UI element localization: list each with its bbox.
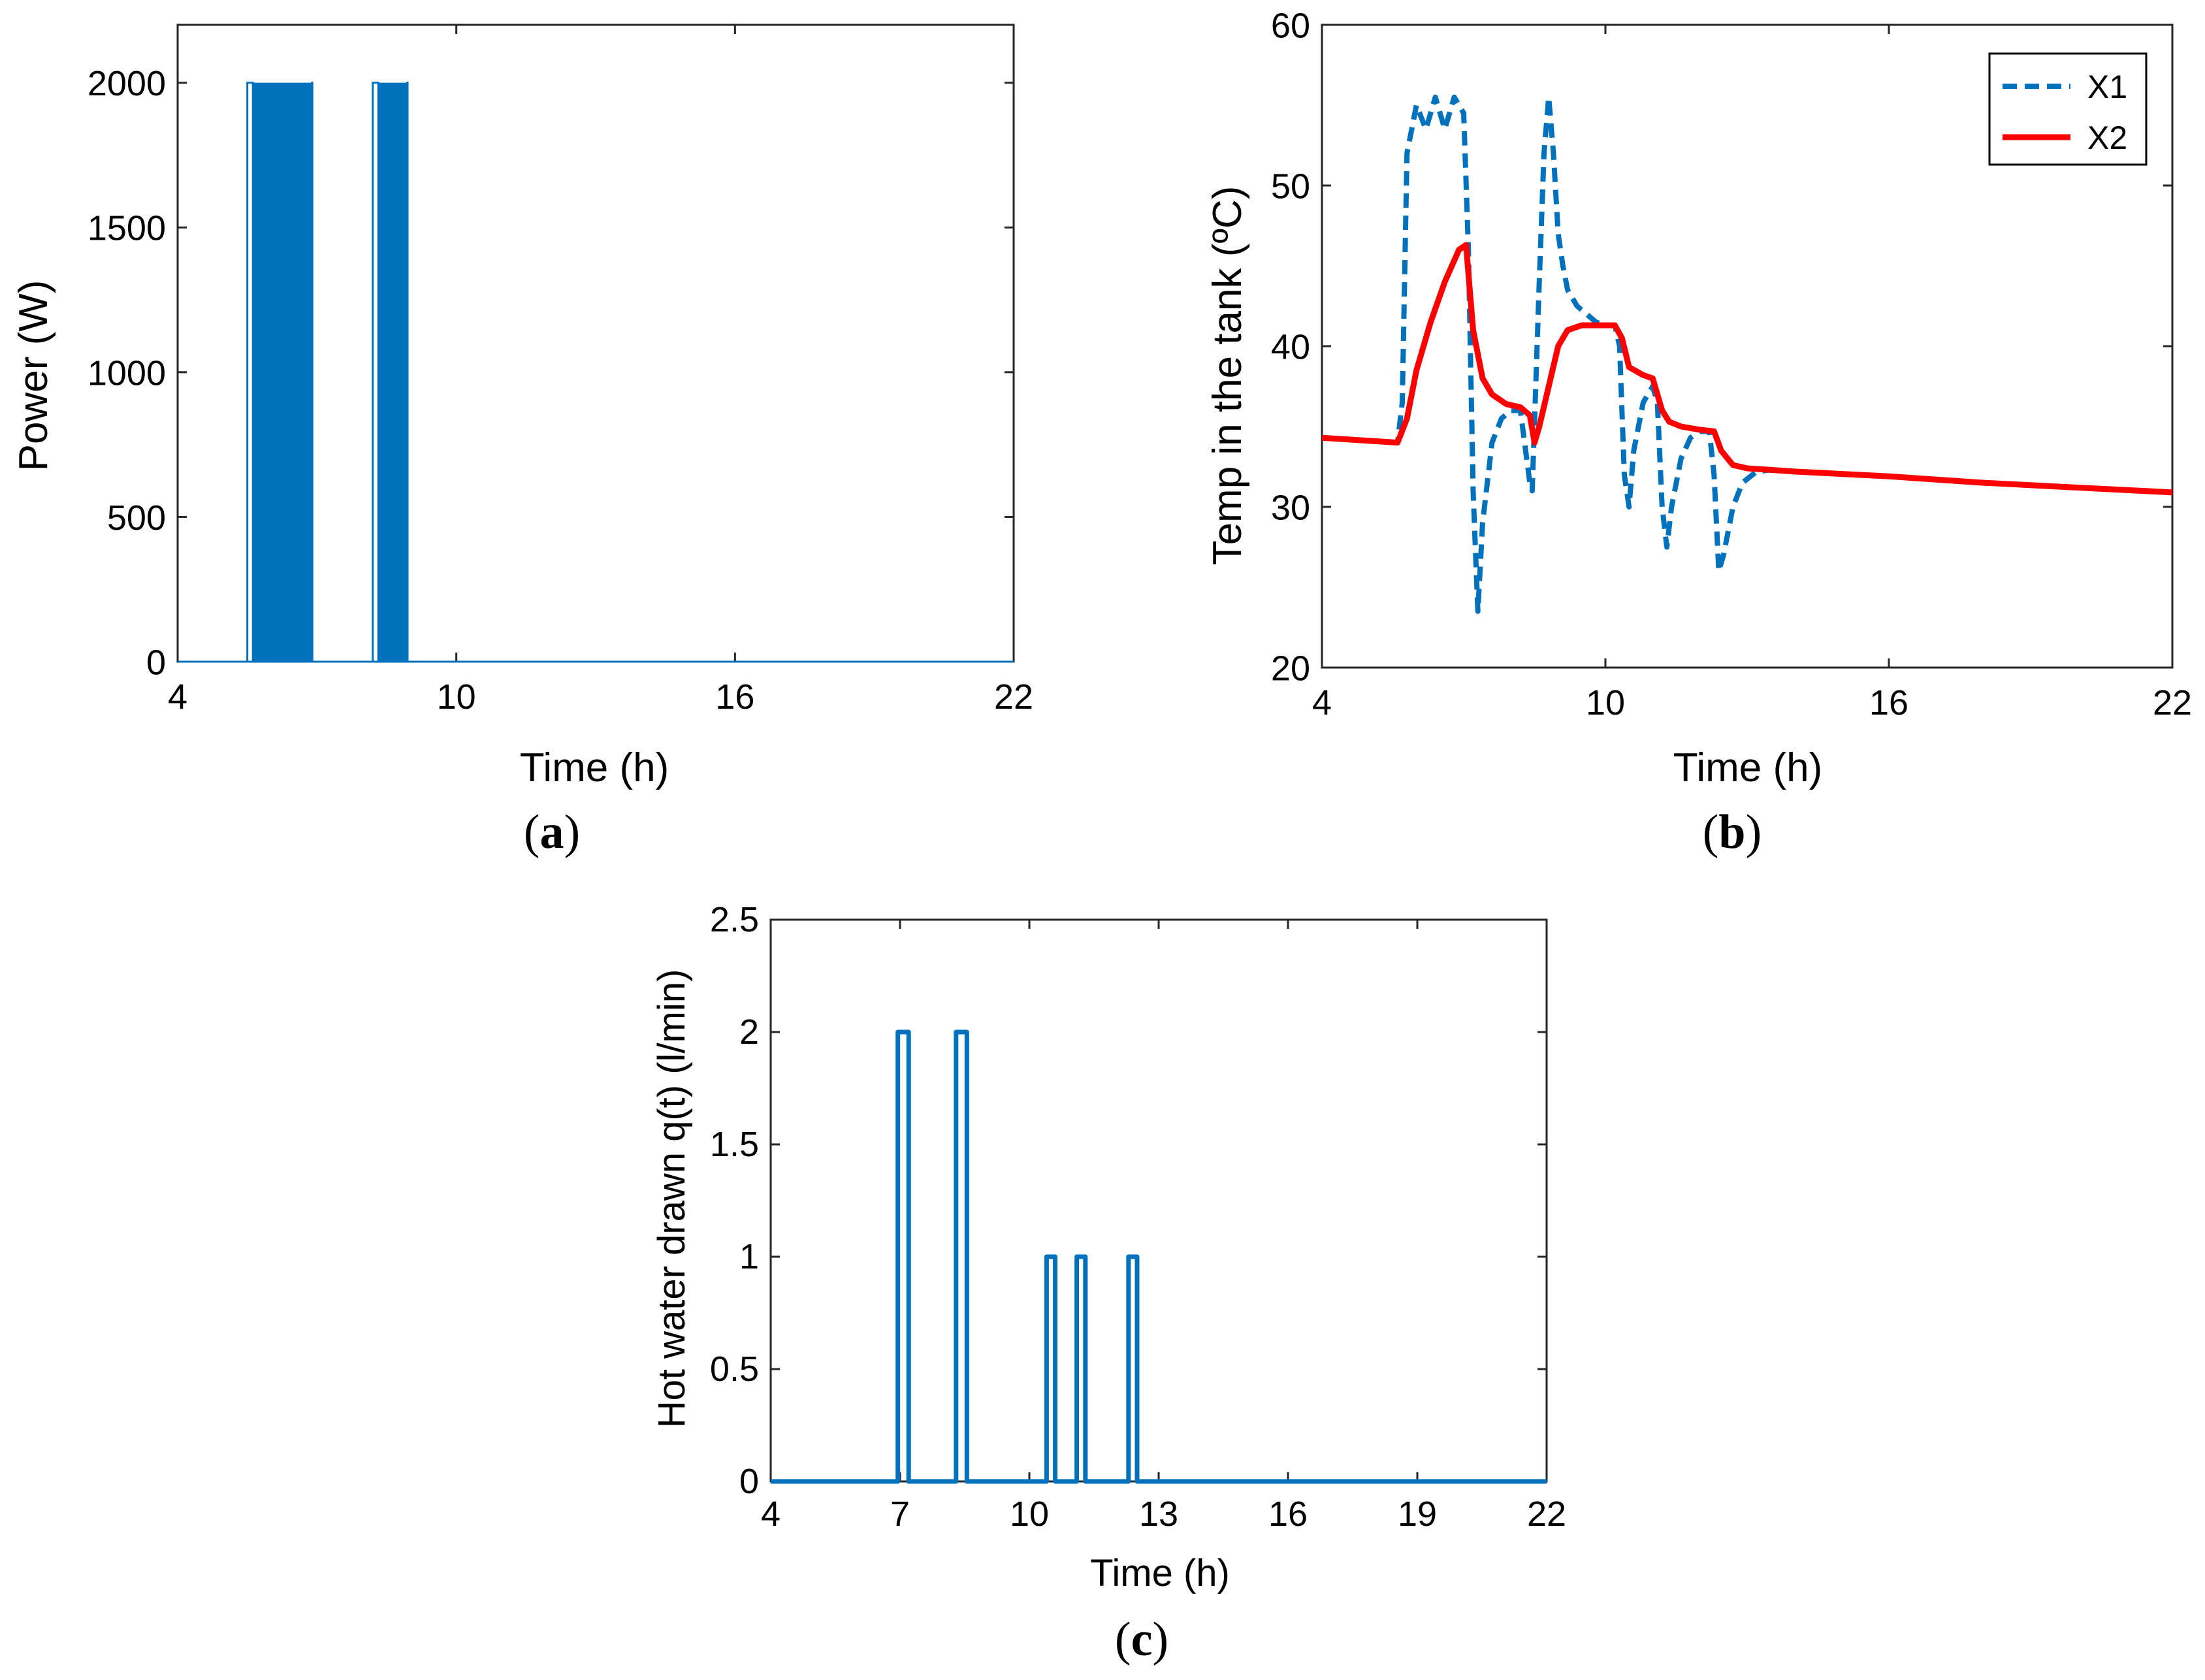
- panel-b-tag-letter: b: [1718, 805, 1745, 859]
- panel-a-ylabel: Power (W): [11, 280, 56, 472]
- panel-b-ytick-label: 30: [1271, 488, 1310, 527]
- panel-c-ytick-label: 1.5: [710, 1125, 759, 1164]
- panel-b-ytick-label: 40: [1271, 327, 1310, 366]
- panel-b-temperature-chart: 4 10 16 22 20 30 40 50 60 Time (h) Temp in the t…: [1205, 6, 2192, 859]
- panel-c-hot-water-line: [771, 1029, 1547, 1484]
- panel-b-xtick-label: 10: [1586, 683, 1625, 722]
- panel-b-legend-label-x2: X2: [2087, 120, 2127, 156]
- panel-c-ytick-label: 2.5: [710, 900, 759, 939]
- panel-a-ytick-label: 1500: [88, 209, 166, 248]
- panel-b-legend-label-x1: X1: [2087, 69, 2127, 105]
- panel-a-xtick-label: 10: [437, 677, 476, 717]
- panel-c-xtick-label: 22: [1527, 1494, 1566, 1534]
- panel-c-ytick-label: 0.5: [710, 1349, 759, 1389]
- panel-b-xtick-label: 4: [1312, 683, 1332, 722]
- panel-c-xlabel: Time (h): [1090, 1552, 1230, 1594]
- panel-c-ytick-label: 1: [739, 1237, 759, 1276]
- panel-a-ytick-label: 1000: [88, 353, 166, 393]
- panel-a-xtick-label: 16: [715, 677, 754, 717]
- panel-c-xtick-label: 10: [1010, 1494, 1049, 1534]
- panel-a-xlabel: Time (h): [520, 745, 669, 790]
- panel-b-ytick-label: 50: [1271, 167, 1310, 206]
- panel-b-tag: (b): [1703, 805, 1762, 859]
- panel-a-power-burst: [372, 82, 409, 663]
- panel-b-xtick-label: 16: [1869, 683, 1908, 722]
- panel-b-ytick-label: 20: [1271, 649, 1310, 688]
- panel-b-legend: X1 X2: [1988, 52, 2148, 166]
- panel-b-xtick-label: 22: [2153, 683, 2192, 722]
- panel-b-ylabel: Temp in the tank (ºC): [1205, 186, 1250, 566]
- panel-c-ytick-label: 0: [739, 1462, 759, 1501]
- panel-c-xtick-label: 4: [761, 1494, 781, 1534]
- panel-a-ytick-label: 2000: [88, 64, 166, 103]
- panel-a-tag-letter: a: [540, 805, 564, 859]
- panel-b-plot-area: 4 10 16 22 20 30 40 50 60: [1271, 6, 2192, 722]
- panel-c-xtick-label: 16: [1268, 1494, 1308, 1534]
- panel-a-xtick-label: 4: [168, 677, 187, 717]
- panel-b-ytick-label: 60: [1271, 6, 1310, 45]
- panel-c-ylabel: Hot water drawn q(t) (l/min): [651, 969, 693, 1429]
- panel-a-power-burst: [246, 82, 314, 663]
- panel-c-axes-box: [769, 918, 1548, 1483]
- panel-c-tag-letter: c: [1131, 1613, 1153, 1666]
- panel-b-line-x2: [1321, 242, 2173, 496]
- panel-a-ytick-label: 0: [146, 643, 166, 682]
- panel-b-legend-box: [1988, 52, 2148, 166]
- panel-c-xtick-label: 13: [1139, 1494, 1178, 1534]
- panel-b-line-x1: [1321, 94, 2173, 614]
- panel-c-hot-water-chart: 4 7 10 13 16 19 22 0 0.5 1 1.5 2 2.5 Time (h) Hot wa…: [651, 900, 1566, 1666]
- panel-a-plot-area: 4 10 16 22 0 500 1000 1500 2000: [88, 24, 1033, 717]
- panel-c-ytick-label: 2: [739, 1012, 759, 1052]
- panel-c-xtick-label: 19: [1398, 1494, 1437, 1534]
- panel-a-tag: (a): [524, 805, 580, 859]
- panel-a-ytick-label: 500: [107, 498, 166, 538]
- panel-c-plot-area: 4 7 10 13 16 19 22 0 0.5 1 1.5 2 2.5: [710, 900, 1566, 1534]
- panel-a-xtick-label: 22: [994, 677, 1033, 717]
- panel-a-power-chart: 4 10 16 22 0 500 1000 1500 2000 Time (h) Power (…: [11, 24, 1033, 859]
- panel-c-xtick-label: 7: [890, 1494, 910, 1534]
- panel-b-xlabel: Time (h): [1673, 745, 1822, 790]
- panel-c-tag: (c): [1115, 1613, 1168, 1666]
